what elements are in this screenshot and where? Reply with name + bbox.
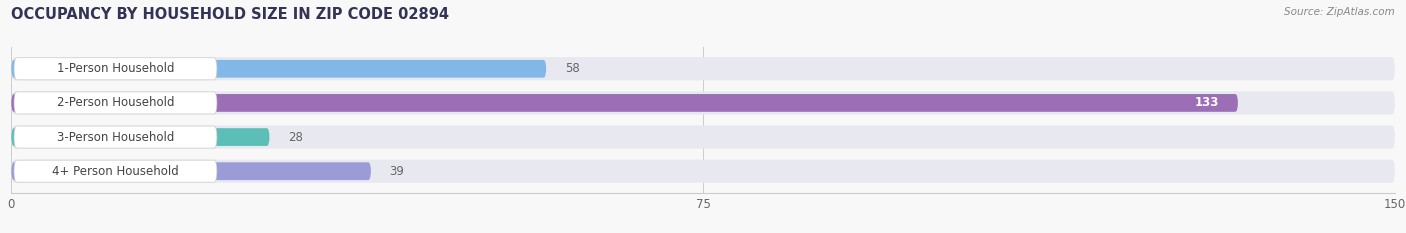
FancyBboxPatch shape	[11, 125, 1395, 149]
FancyBboxPatch shape	[14, 126, 217, 148]
FancyBboxPatch shape	[14, 160, 217, 182]
Text: 3-Person Household: 3-Person Household	[56, 130, 174, 144]
FancyBboxPatch shape	[11, 60, 546, 78]
FancyBboxPatch shape	[11, 162, 371, 180]
Text: 28: 28	[288, 130, 302, 144]
FancyBboxPatch shape	[11, 57, 1395, 80]
Text: 133: 133	[1195, 96, 1219, 110]
Text: 1-Person Household: 1-Person Household	[56, 62, 174, 75]
Text: OCCUPANCY BY HOUSEHOLD SIZE IN ZIP CODE 02894: OCCUPANCY BY HOUSEHOLD SIZE IN ZIP CODE …	[11, 7, 450, 22]
Text: 2-Person Household: 2-Person Household	[56, 96, 174, 110]
FancyBboxPatch shape	[11, 94, 1237, 112]
Text: 4+ Person Household: 4+ Person Household	[52, 165, 179, 178]
Text: 39: 39	[389, 165, 405, 178]
Text: 58: 58	[565, 62, 579, 75]
FancyBboxPatch shape	[14, 58, 217, 80]
FancyBboxPatch shape	[14, 92, 217, 114]
Text: Source: ZipAtlas.com: Source: ZipAtlas.com	[1284, 7, 1395, 17]
FancyBboxPatch shape	[11, 128, 270, 146]
FancyBboxPatch shape	[11, 160, 1395, 183]
FancyBboxPatch shape	[11, 91, 1395, 115]
